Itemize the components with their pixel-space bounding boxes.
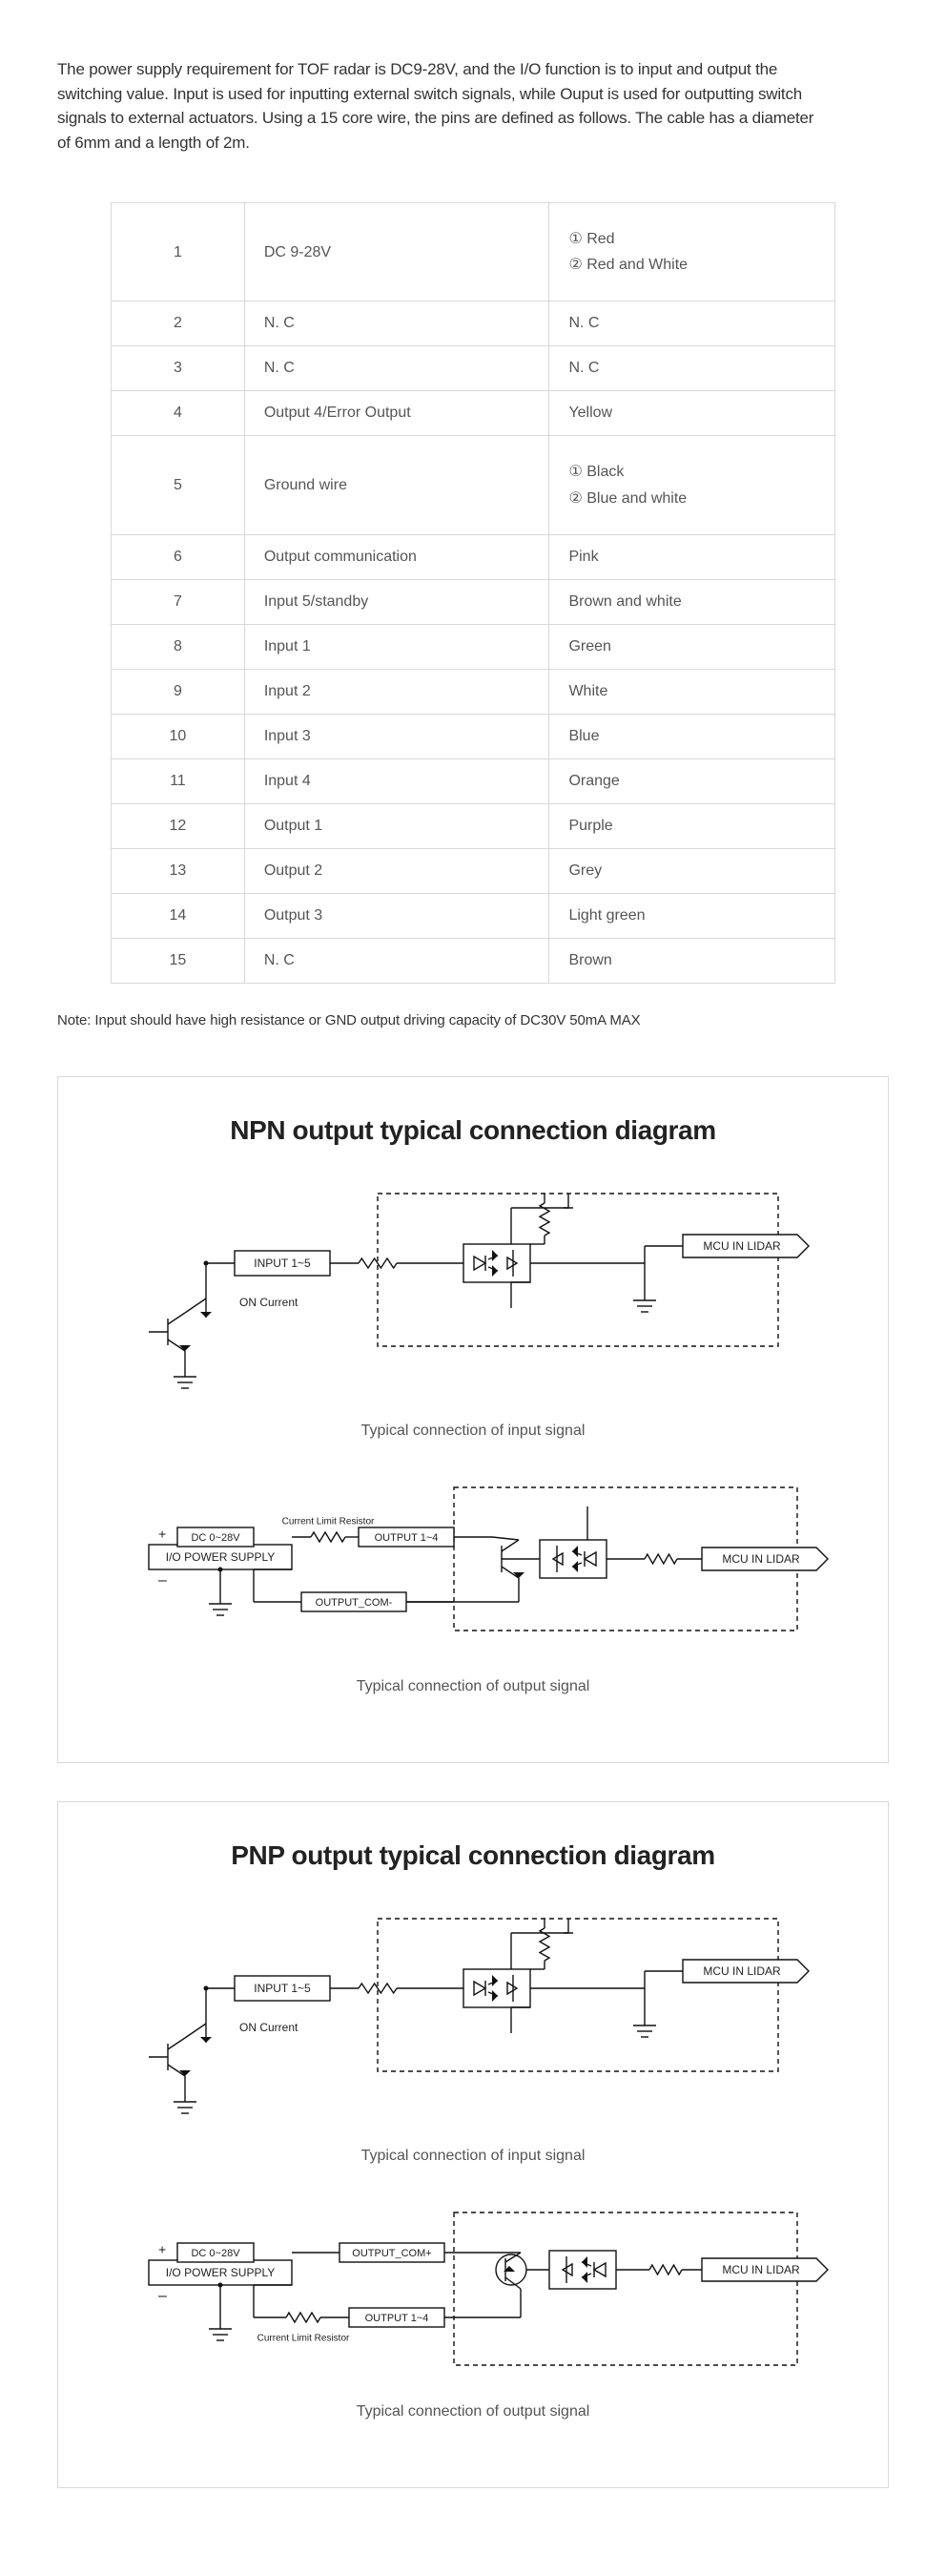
pin-color: Blue <box>549 714 835 758</box>
pnp-output-caption: Typical connection of output signal <box>87 2403 859 2420</box>
npn-output-diagram: I/O POWER SUPPLY+ – DC 0~28V Current Limit … <box>111 1468 835 1659</box>
pin-description: DC 9-28V <box>244 203 549 301</box>
svg-text:MCU IN LIDAR: MCU IN LIDAR <box>703 1239 781 1253</box>
pin-description: Input 4 <box>244 758 549 803</box>
pin-description: Output 4/Error Output <box>244 391 549 436</box>
pin-number: 13 <box>112 848 245 893</box>
npn-input-diagram: INPUT 1~5 MCU IN LIDAR ON Current <box>111 1174 835 1403</box>
svg-text:ON Current: ON Current <box>239 2021 298 2034</box>
pin-color: Yellow <box>549 391 835 436</box>
svg-text:–: – <box>158 1572 167 1589</box>
pin-color: Grey <box>549 848 835 893</box>
pin-description: Output 2 <box>244 848 549 893</box>
pin-color: ① Red② Red and White <box>549 203 835 301</box>
svg-text:–: – <box>158 2288 167 2304</box>
pin-description: Ground wire <box>244 436 549 534</box>
svg-text:DC 0~28V: DC 0~28V <box>191 2248 240 2259</box>
table-row: 11Input 4Orange <box>112 758 835 803</box>
pin-number: 3 <box>112 346 245 391</box>
table-row: 7Input 5/standbyBrown and white <box>112 579 835 624</box>
table-row: 10Input 3Blue <box>112 714 835 758</box>
table-row: 5Ground wire① Black② Blue and white <box>112 436 835 534</box>
table-row: 1DC 9-28V① Red② Red and White <box>112 203 835 301</box>
pin-description: Input 3 <box>244 714 549 758</box>
svg-text:Current Limit Resistor: Current Limit Resistor <box>282 1516 375 1527</box>
table-note: Note: Input should have high resistance … <box>57 1012 889 1028</box>
pin-description: N. C <box>244 301 549 346</box>
pin-color: N. C <box>549 346 835 391</box>
svg-text:INPUT 1~5: INPUT 1~5 <box>254 1982 311 1995</box>
pin-color: ① Black② Blue and white <box>549 436 835 534</box>
pin-number: 12 <box>112 803 245 848</box>
svg-text:OUTPUT_COM+: OUTPUT_COM+ <box>352 2248 431 2259</box>
pin-number: 10 <box>112 714 245 758</box>
table-row: 4Output 4/Error OutputYellow <box>112 391 835 436</box>
table-row: 8Input 1Green <box>112 624 835 669</box>
pnp-input-caption: Typical connection of input signal <box>87 2148 859 2165</box>
pin-number: 1 <box>112 203 245 301</box>
svg-text:OUTPUT 1~4: OUTPUT 1~4 <box>375 1532 439 1544</box>
pin-color: White <box>549 669 835 714</box>
svg-text:+: + <box>158 2241 166 2256</box>
table-row: 13Output 2Grey <box>112 848 835 893</box>
pnp-title: PNP output typical connection diagram <box>87 1840 859 1871</box>
pin-number: 4 <box>112 391 245 436</box>
pin-color: Brown <box>549 938 835 983</box>
pnp-diagram-box: PNP output typical connection diagram IN… <box>57 1801 889 2488</box>
svg-text:MCU IN LIDAR: MCU IN LIDAR <box>703 1964 781 1978</box>
npn-input-caption: Typical connection of input signal <box>87 1423 859 1440</box>
table-row: 3N. CN. C <box>112 346 835 391</box>
pin-number: 15 <box>112 938 245 983</box>
pin-description: N. C <box>244 938 549 983</box>
pin-description: Output communication <box>244 534 549 579</box>
table-row: 6Output communicationPink <box>112 534 835 579</box>
svg-text:ON Current: ON Current <box>239 1296 298 1309</box>
pin-color: Purple <box>549 803 835 848</box>
pin-number: 6 <box>112 534 245 579</box>
pin-color: Light green <box>549 893 835 938</box>
svg-text:OUTPUT 1~4: OUTPUT 1~4 <box>365 2313 429 2324</box>
pin-color: Brown and white <box>549 579 835 624</box>
table-row: 9Input 2White <box>112 669 835 714</box>
pin-number: 7 <box>112 579 245 624</box>
pin-description: Output 3 <box>244 893 549 938</box>
pin-number: 14 <box>112 893 245 938</box>
pnp-input-diagram: INPUT 1~5 MCU IN LIDAR ON Current <box>111 1900 835 2129</box>
svg-text:I/O POWER SUPPLY: I/O POWER SUPPLY <box>166 2266 275 2279</box>
pin-color: N. C <box>549 301 835 346</box>
npn-diagram-box: NPN output typical connection diagram IN… <box>57 1076 889 1763</box>
pin-number: 5 <box>112 436 245 534</box>
npn-title: NPN output typical connection diagram <box>87 1115 859 1146</box>
pin-color: Pink <box>549 534 835 579</box>
svg-text:Current Limit Resistor: Current Limit Resistor <box>257 2333 350 2343</box>
pin-number: 9 <box>112 669 245 714</box>
svg-text:MCU IN LIDAR: MCU IN LIDAR <box>722 2263 800 2276</box>
table-row: 12Output 1Purple <box>112 803 835 848</box>
svg-text:INPUT 1~5: INPUT 1~5 <box>254 1257 311 1270</box>
svg-text:DC 0~28V: DC 0~28V <box>191 1532 240 1544</box>
svg-text:I/O POWER SUPPLY: I/O POWER SUPPLY <box>166 1550 275 1564</box>
pin-number: 8 <box>112 624 245 669</box>
pin-description: N. C <box>244 346 549 391</box>
pin-description: Input 5/standby <box>244 579 549 624</box>
pin-description: Output 1 <box>244 803 549 848</box>
pin-color: Green <box>549 624 835 669</box>
svg-text:MCU IN LIDAR: MCU IN LIDAR <box>722 1552 800 1566</box>
pin-description: Input 2 <box>244 669 549 714</box>
pnp-output-diagram: I/O POWER SUPPLY+ – DC 0~28V OUTPUT_COM+ OUT… <box>111 2193 835 2384</box>
npn-output-caption: Typical connection of output signal <box>87 1678 859 1695</box>
table-row: 2N. CN. C <box>112 301 835 346</box>
pin-color: Orange <box>549 758 835 803</box>
pin-definition-table: 1DC 9-28V① Red② Red and White2N. CN. C3N… <box>111 202 835 984</box>
intro-text: The power supply requirement for TOF rad… <box>57 57 820 155</box>
table-row: 14Output 3Light green <box>112 893 835 938</box>
pin-number: 11 <box>112 758 245 803</box>
pin-number: 2 <box>112 301 245 346</box>
table-row: 15N. CBrown <box>112 938 835 983</box>
svg-text:+: + <box>158 1526 166 1541</box>
pin-description: Input 1 <box>244 624 549 669</box>
svg-text:OUTPUT_COM-: OUTPUT_COM- <box>316 1597 393 1609</box>
